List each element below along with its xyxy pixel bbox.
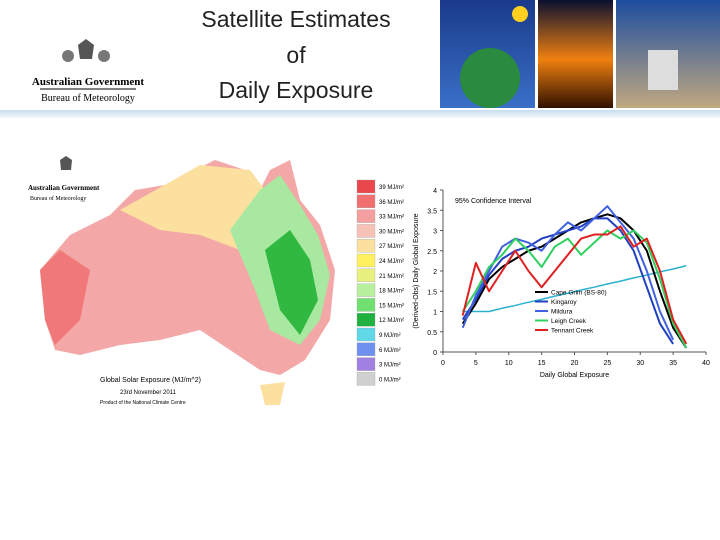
legend-swatch bbox=[356, 209, 376, 223]
legend-swatch bbox=[356, 224, 376, 238]
legend-label: 39 MJ/m² bbox=[379, 185, 404, 191]
x-tick-label: 10 bbox=[505, 360, 513, 367]
legend-swatch bbox=[356, 298, 376, 312]
legend-label: 30 MJ/m² bbox=[379, 229, 404, 235]
legend-label: 21 MJ/m² bbox=[379, 274, 404, 280]
legend-label: Mildura bbox=[551, 309, 573, 316]
legend-label: 36 MJ/m² bbox=[379, 200, 404, 206]
map-caption: 23rd November 2011 bbox=[120, 390, 177, 396]
legend-swatch bbox=[356, 253, 376, 268]
map-legend: 39 MJ/m² 36 MJ/m² 33 MJ/m² 30 MJ/m² 27 MJ/m²… bbox=[356, 179, 404, 386]
legend-swatch bbox=[356, 357, 376, 371]
map-caption: Global Solar Exposure (MJ/m^2) bbox=[100, 377, 201, 384]
annotation: 95% Confidence Interval bbox=[455, 198, 532, 205]
legend-label: Tennant Creek bbox=[551, 328, 594, 335]
legend-swatch bbox=[356, 313, 376, 327]
y-tick-label: 2 bbox=[433, 269, 437, 276]
map-logo: Australian Government Bureau of Meteorol… bbox=[28, 156, 100, 202]
legend-swatch bbox=[356, 372, 376, 386]
legend-label: 3 MJ/m² bbox=[379, 363, 401, 369]
map-caption: Product of the National Climate Centre bbox=[100, 400, 186, 406]
logo-text: Bureau of Meteorology bbox=[41, 93, 135, 104]
title-line: of bbox=[286, 42, 306, 68]
legend-swatch bbox=[356, 342, 376, 356]
y-axis-label: (Derived-Obs) Daily Global Exposure bbox=[413, 213, 420, 328]
series-line bbox=[462, 265, 687, 313]
legend-swatch bbox=[356, 283, 376, 297]
y-tick-label: 3.5 bbox=[427, 208, 437, 215]
legend-swatch bbox=[356, 179, 376, 194]
y-tick-label: 1 bbox=[433, 310, 437, 317]
legend-label: 33 MJ/m² bbox=[379, 215, 404, 221]
header-bar bbox=[0, 110, 720, 118]
legend-label: 6 MJ/m² bbox=[379, 348, 401, 354]
legend-swatch bbox=[356, 268, 376, 282]
x-tick-label: 40 bbox=[702, 360, 710, 367]
series-line bbox=[461, 205, 675, 341]
x-tick-label: 15 bbox=[538, 360, 546, 367]
map-logo-text: Bureau of Meteorology bbox=[30, 195, 86, 202]
x-axis-label: Daily Global Exposure bbox=[540, 372, 609, 379]
x-tick-label: 30 bbox=[636, 360, 644, 367]
y-tick-label: 2.5 bbox=[427, 249, 437, 256]
x-tick-label: 20 bbox=[571, 360, 579, 367]
y-tick-label: 4 bbox=[433, 188, 437, 195]
title-line: Daily Exposure bbox=[219, 77, 374, 103]
x-tick-label: 25 bbox=[603, 360, 611, 367]
y-tick-label: 0 bbox=[433, 350, 437, 357]
y-tick-label: 3 bbox=[433, 229, 437, 236]
photo bbox=[460, 48, 520, 108]
legend-label: 15 MJ/m² bbox=[379, 303, 404, 309]
photo bbox=[648, 50, 678, 90]
photo bbox=[538, 0, 613, 108]
legend-swatch bbox=[356, 239, 376, 253]
legend-label: Cape Grim (BS-80) bbox=[551, 290, 607, 297]
x-tick-label: 5 bbox=[474, 360, 478, 367]
legend-label: 27 MJ/m² bbox=[379, 244, 404, 250]
legend-label: 18 MJ/m² bbox=[379, 289, 404, 295]
x-tick-label: 35 bbox=[669, 360, 677, 367]
y-tick-label: 0.5 bbox=[427, 330, 437, 337]
series-line bbox=[461, 225, 688, 345]
title-line: Satellite Estimates bbox=[201, 6, 390, 32]
legend-label: 24 MJ/m² bbox=[379, 259, 404, 265]
series-line bbox=[461, 217, 674, 345]
logo-text: Australian Government bbox=[32, 76, 144, 88]
map-logo-text: Australian Government bbox=[28, 184, 100, 192]
header-logo: Australian Government Bureau of Meteorol… bbox=[32, 39, 144, 104]
legend-swatch bbox=[356, 194, 376, 208]
legend-label: 9 MJ/m² bbox=[379, 333, 401, 339]
legend-label: 12 MJ/m² bbox=[379, 318, 404, 324]
photo bbox=[512, 6, 528, 22]
y-tick-label: 1.5 bbox=[427, 289, 437, 296]
legend-label: Leigh Creek bbox=[551, 318, 587, 325]
map-australia bbox=[40, 160, 335, 405]
legend-swatch bbox=[356, 327, 376, 342]
legend-label: 0 MJ/m² bbox=[379, 377, 401, 383]
x-tick-label: 0 bbox=[441, 360, 445, 367]
legend-label: Kingaroy bbox=[551, 299, 577, 306]
